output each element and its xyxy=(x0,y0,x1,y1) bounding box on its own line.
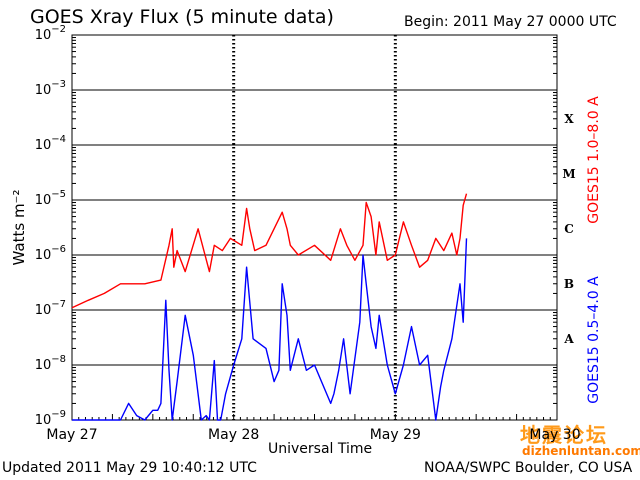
flare-class-label: B xyxy=(564,277,574,291)
series-line-2 xyxy=(72,238,468,421)
updated-timestamp: Updated 2011 May 29 10:40:12 UTC xyxy=(2,460,257,476)
flare-class-label: M xyxy=(562,167,575,181)
y-tick-label: 10−8 xyxy=(35,354,66,373)
y-axis-label: Watts m⁻² xyxy=(10,190,28,266)
x-tick-label: May 27 xyxy=(46,427,97,443)
plot-frame xyxy=(71,34,558,421)
y-tick-label: 10−2 xyxy=(35,24,66,43)
y-tick-label: 10−3 xyxy=(35,79,66,98)
series-line-1 xyxy=(71,193,468,309)
begin-time: Begin: 2011 May 27 0000 UTC xyxy=(404,14,617,30)
x-tick-label: May 29 xyxy=(370,427,421,443)
legend-series-2: GOES15 0.5–4.0 A xyxy=(586,276,602,404)
watermark-url: dizhenluntan.com xyxy=(522,444,640,458)
y-tick-label: 10−6 xyxy=(35,244,66,263)
flare-class-label: A xyxy=(563,332,574,346)
y-tick-label: 10−9 xyxy=(35,409,66,428)
credit-label: NOAA/SWPC Boulder, CO USA xyxy=(424,460,633,476)
x-tick-label: May 28 xyxy=(208,427,259,443)
watermark-chinese: 地震论坛 xyxy=(520,423,608,447)
y-tick-label: 10−4 xyxy=(35,134,66,153)
y-tick-label: 10−5 xyxy=(35,189,66,208)
x-tick-label: May 30 xyxy=(529,427,580,443)
legend-series-1: GOES15 1.0–8.0 A xyxy=(586,96,602,224)
chart-title: GOES Xray Flux (5 minute data) xyxy=(30,6,334,28)
x-axis-label: Universal Time xyxy=(268,441,373,457)
y-tick-label: 10−7 xyxy=(35,299,66,318)
flare-class-label: X xyxy=(564,112,574,126)
flare-class-label: C xyxy=(564,222,574,236)
